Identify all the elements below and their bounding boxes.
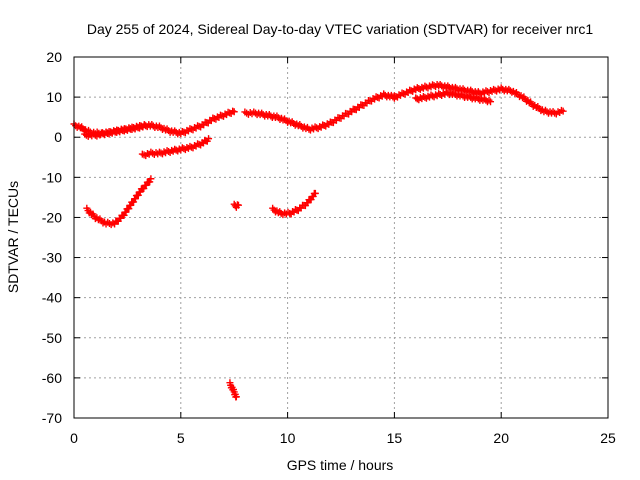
y-tick-label: 0 bbox=[54, 129, 62, 145]
y-tick-label: 10 bbox=[46, 89, 62, 105]
y-tick-label: -40 bbox=[42, 290, 62, 306]
data-point bbox=[511, 89, 519, 97]
series-main-track-c bbox=[241, 90, 398, 134]
series-main-track-a bbox=[70, 107, 238, 138]
data-point bbox=[559, 107, 567, 115]
y-tick-label: -50 bbox=[42, 330, 62, 346]
series-dip-track-1 bbox=[83, 175, 155, 229]
plot-border bbox=[73, 56, 609, 419]
data-point bbox=[487, 98, 495, 106]
x-tick-label: 15 bbox=[387, 430, 403, 446]
chart-title: Day 255 of 2024, Sidereal Day-to-day VTE… bbox=[87, 21, 593, 37]
tick-labels: 0 5 10 15 20 25 20 10 0 -10 -20 -30 -40 -50 -60 -70 bbox=[42, 49, 616, 446]
x-tick-label: 0 bbox=[70, 430, 78, 446]
data-point bbox=[232, 393, 240, 401]
data-point bbox=[234, 201, 242, 209]
data-point bbox=[186, 142, 194, 150]
ticks bbox=[73, 56, 609, 419]
data-point bbox=[146, 178, 154, 186]
series-upper-branch bbox=[412, 88, 495, 106]
y-axis-title: SDTVAR / TECUs bbox=[5, 181, 21, 293]
y-tick-label: 20 bbox=[46, 49, 62, 65]
series-spike-2 bbox=[226, 379, 240, 401]
series-offset-track bbox=[138, 135, 213, 160]
y-tick-label: -70 bbox=[42, 410, 62, 426]
data-point bbox=[230, 108, 238, 116]
data-point bbox=[485, 96, 493, 104]
data-point bbox=[94, 216, 102, 224]
x-tick-label: 20 bbox=[493, 430, 509, 446]
data-point bbox=[205, 135, 213, 143]
data-point bbox=[311, 189, 319, 197]
data-point bbox=[147, 175, 155, 183]
x-axis-title: GPS time / hours bbox=[287, 457, 394, 473]
series-main-track-d bbox=[390, 80, 567, 118]
x-tick-label: 10 bbox=[280, 430, 296, 446]
x-tick-label: 25 bbox=[600, 430, 616, 446]
y-tick-label: -60 bbox=[42, 370, 62, 386]
data-point bbox=[532, 103, 540, 111]
series-spike-1 bbox=[230, 200, 242, 211]
x-tick-label: 5 bbox=[177, 430, 185, 446]
series-main-track-b bbox=[81, 121, 148, 140]
y-tick-label: -10 bbox=[42, 169, 62, 185]
y-tick-label: -30 bbox=[42, 250, 62, 266]
series-dip-track-2 bbox=[269, 189, 319, 219]
data-point bbox=[140, 121, 148, 129]
series-layer bbox=[70, 80, 567, 401]
plot-frame bbox=[73, 56, 609, 419]
y-tick-label: -20 bbox=[42, 209, 62, 225]
